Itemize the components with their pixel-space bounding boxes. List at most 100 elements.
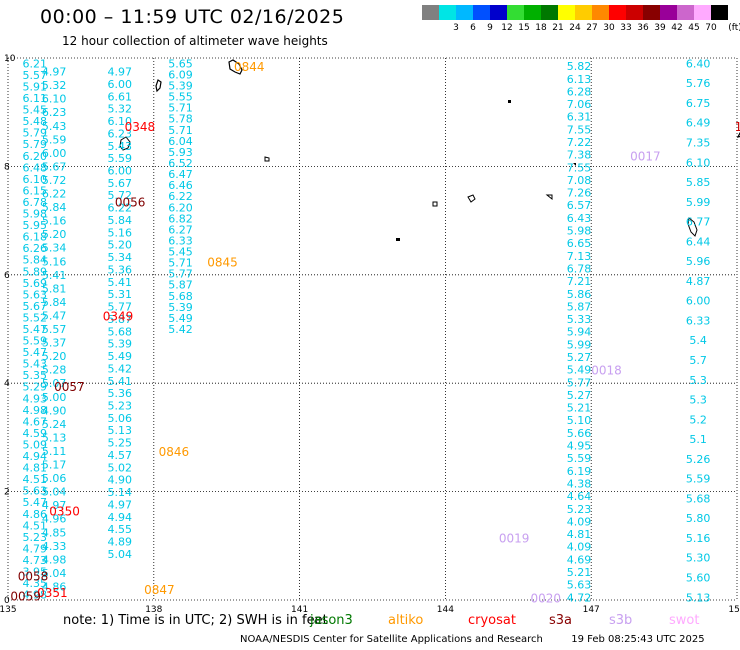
wave-height-value: 5.59	[108, 152, 133, 165]
wave-height-value: 6.43	[567, 212, 592, 225]
wave-height-value: 5.89	[22, 265, 47, 278]
wave-height-value: 4.97	[108, 498, 133, 511]
legend-label: 9	[487, 23, 493, 33]
legend-label: 45	[688, 23, 700, 33]
wave-height-value: 5.98	[22, 208, 47, 221]
island-outline	[119, 136, 131, 151]
wave-height-value: 5.43	[108, 140, 133, 153]
wave-height-value: 5.87	[168, 279, 193, 292]
wave-height-value: 6.78	[567, 262, 592, 275]
island-outline	[467, 194, 476, 203]
legend-swatch	[694, 5, 711, 20]
wave-height-value: 4.95	[567, 440, 592, 453]
wave-height-value: 7.22	[567, 136, 592, 149]
wave-height-value: 5.16	[686, 532, 711, 545]
pass-time-label: 0017	[630, 150, 661, 164]
wave-height-value: 5.30	[686, 552, 711, 565]
wave-height-value: 5.57	[42, 323, 67, 336]
wave-height-value: 5.86	[567, 288, 592, 301]
wave-height-value: 5.67	[22, 300, 47, 313]
pass-time-label: 0056	[115, 196, 146, 210]
wave-height-value: 4.94	[22, 450, 47, 463]
wave-height-value: 4.33	[42, 540, 67, 553]
pass-time-label: 0349	[103, 309, 134, 323]
latitude-tick: 8	[4, 162, 10, 172]
wave-height-value: 6.21	[22, 57, 47, 70]
wave-height-value: 5.33	[567, 313, 592, 326]
wave-height-value: 5.72	[108, 189, 133, 202]
wave-height-value: 5.67	[108, 177, 133, 190]
wave-height-value: 5.84	[42, 201, 67, 214]
wave-height-value: 6.26	[22, 242, 47, 255]
wave-height-value: 5.17	[42, 459, 67, 472]
wave-height-value: 5.10	[567, 414, 592, 427]
wave-height-value: 6.10	[686, 156, 711, 169]
wave-height-value: 5.7	[689, 354, 707, 367]
wave-height-value: 4.97	[42, 66, 67, 79]
wave-height-value: 5.11	[42, 445, 67, 458]
wave-height-value: 5.3	[689, 374, 707, 387]
wave-height-value: 5.59	[567, 452, 592, 465]
legend-label: 36	[637, 23, 649, 33]
wave-height-value: 6.49	[686, 117, 711, 130]
legend-swatch	[524, 5, 541, 20]
wave-height-value: 5.87	[567, 300, 592, 313]
legend-swatch	[592, 5, 609, 20]
legend-label: 6	[470, 23, 476, 33]
wave-height-value: 5.79	[22, 138, 47, 151]
wave-height-value: 4.35	[22, 577, 47, 590]
wave-height-value: 5.16	[42, 255, 67, 268]
pass-time-label: 0348	[125, 120, 156, 134]
latitude-tick: 4	[4, 379, 10, 389]
legend-label: 12	[501, 23, 513, 33]
wave-height-value: 5.21	[567, 402, 592, 415]
footer-note: note: 1) Time is in UTC; 2) SWH is in fe…	[63, 613, 699, 628]
satellite-legend-s3b: s3b	[609, 613, 633, 628]
land-outlines	[119, 59, 740, 241]
wave-height-value: 5.3	[689, 394, 707, 407]
wave-height-value: 6.31	[567, 111, 592, 124]
wave-height-value: 5.04	[42, 567, 67, 580]
wave-height-value: 5.31	[108, 288, 133, 301]
wave-height-value: 5.13	[42, 431, 67, 444]
wave-height-value: 6.23	[108, 127, 133, 140]
note-text: note: 1) Time is in UTC; 2) SWH is in fe…	[63, 613, 328, 628]
wave-height-value: 5.04	[42, 486, 67, 499]
island-outline	[508, 100, 511, 103]
wave-height-value: 4.86	[42, 580, 67, 593]
wave-height-value: 7.08	[567, 174, 592, 187]
legend-label: 27	[586, 23, 598, 33]
wave-height-value: 5.47	[22, 496, 47, 509]
latitude-tick: 0	[4, 596, 10, 606]
wave-height-value: 4.69	[567, 553, 592, 566]
island-outline	[228, 59, 243, 75]
legend-swatch	[609, 5, 626, 20]
longitude-tick: 138	[145, 605, 162, 615]
satellite-legend-swot: swot	[669, 613, 700, 628]
wave-height-value: 5.63	[22, 485, 47, 498]
island-outline	[264, 156, 270, 162]
latitude-tick: 6	[4, 271, 10, 281]
pass-time-labels: 0844 0348 0017 1 0056 0845 0349 0018 0057 0846 035…	[10, 60, 740, 605]
legend-label: 70	[705, 23, 717, 33]
wave-height-value: 4.55	[108, 523, 133, 536]
wave-height-value: 6.61	[108, 90, 133, 103]
wave-height-value: 5.45	[168, 246, 193, 259]
legend-swatch	[473, 5, 490, 20]
wave-height-value: 4.67	[22, 415, 47, 428]
legend-label: 3	[453, 23, 459, 33]
pass-time-label: 0018	[591, 364, 622, 378]
pass-time-label: 0847	[144, 583, 175, 597]
wave-height-value: 4.57	[108, 449, 133, 462]
wave-height-value: 5.27	[567, 389, 592, 402]
wave-height-value: 6.09	[168, 68, 193, 81]
legend-swatch	[677, 5, 694, 20]
wave-height-value: 5.49	[567, 364, 592, 377]
legend-label: 15	[518, 23, 530, 33]
wave-height-value: 5.84	[22, 254, 47, 267]
wave-height-value: 5.16	[108, 226, 133, 239]
wave-height-value: 6.75	[686, 97, 711, 110]
wave-height-value: 5.84	[108, 214, 133, 227]
wave-height-value: 4.98	[22, 404, 47, 417]
legend-label: 21	[552, 23, 564, 33]
